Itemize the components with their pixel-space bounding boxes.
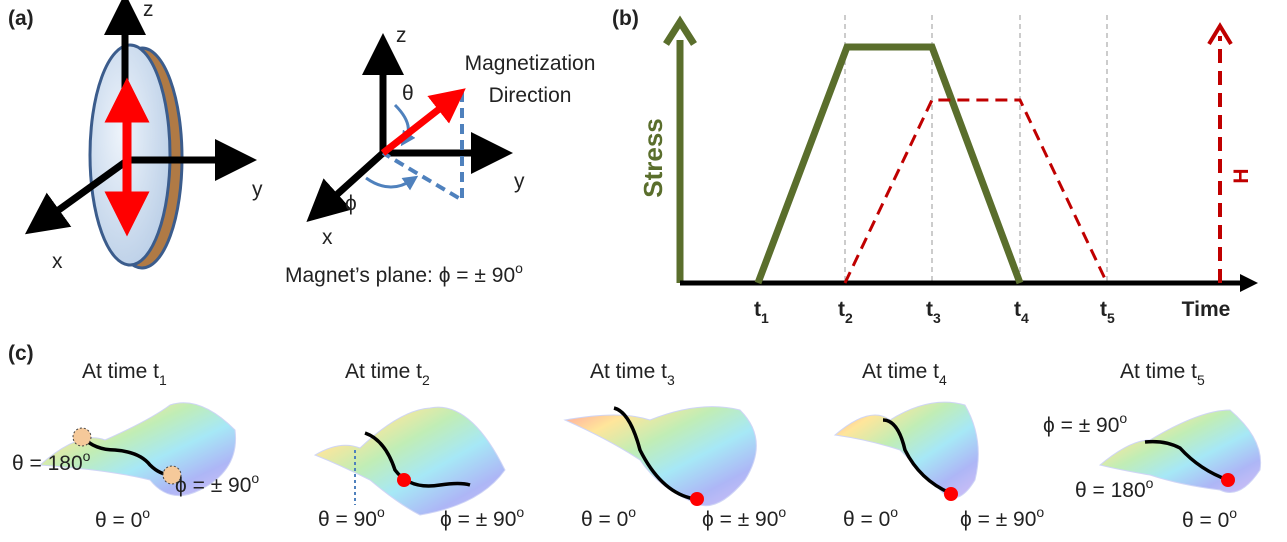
state-dot (73, 428, 91, 446)
angle-label-main: ϕ = ± 90 (960, 508, 1036, 531)
panel-title-sub: 2 (422, 372, 430, 388)
x-axis-label: Time (1182, 298, 1231, 321)
state-dot (944, 487, 958, 501)
panel-title: At time t1 (82, 360, 167, 388)
time-tick: t4 (1014, 298, 1029, 326)
direction-label: Direction (489, 84, 572, 107)
axis-label: z (143, 0, 154, 21)
time-tick: t5 (1100, 298, 1115, 326)
axis-label: x (322, 226, 333, 249)
angle-label-main: ϕ = ± 90 (1043, 414, 1119, 437)
time-tick: t1 (754, 298, 769, 326)
caption-main: Magnet’s plane: ϕ = ± 90 (285, 264, 515, 287)
panel-title-sub: 1 (159, 372, 167, 388)
angle-label: θ = 0o (843, 504, 898, 531)
panel-title-main: At time t (862, 360, 939, 383)
angle-label-main: ϕ = ± 90 (440, 508, 516, 531)
time-tick-sub: 3 (933, 310, 941, 326)
angle-label-main: θ = 0 (843, 508, 890, 531)
angle-label-sup: o (1146, 475, 1154, 491)
time-tick-sub: 2 (845, 310, 853, 326)
stress-plot-drawing (666, 15, 1258, 292)
time-tick-main: t (926, 298, 933, 321)
axis-label: y (252, 178, 263, 201)
angle-label-main: θ = 90 (318, 508, 377, 531)
time-tick: t3 (926, 298, 941, 326)
panel-title-main: At time t (1120, 360, 1197, 383)
panel-label: (c) (8, 342, 34, 365)
angle-label: θ = 0o (95, 505, 150, 532)
angle-label-sup: o (142, 505, 150, 521)
angle-label-sup: o (890, 504, 898, 520)
angle-label-main: θ = 0 (95, 509, 142, 532)
panel-title-main: At time t (82, 360, 159, 383)
time-tick: t2 (838, 298, 853, 326)
panel-label: (b) (612, 7, 639, 30)
angle-label: ϕ = ± 90o (1043, 410, 1127, 437)
panel-title: At time t5 (1120, 360, 1205, 388)
angle-label-sup: o (377, 504, 385, 520)
angle-label-sup: o (516, 504, 524, 520)
panel-title-main: At time t (345, 360, 422, 383)
panel-title: At time t4 (862, 360, 947, 388)
time-tick-main: t (1100, 298, 1107, 321)
caption: Magnet’s plane: ϕ = ± 90o (285, 260, 523, 287)
energy-surface (565, 407, 756, 506)
time-tick-main: t (754, 298, 761, 321)
axis-label: y (514, 170, 525, 193)
angle-label: ϕ = ± 90o (960, 504, 1044, 531)
disk-drawing (42, 14, 236, 268)
angle-label-main: θ = 180 (12, 452, 83, 475)
angle-label-main: θ = 180 (1075, 479, 1146, 502)
angle-label-main: θ = 0 (1182, 509, 1229, 532)
direction-label: Magnetization (465, 52, 596, 75)
panel-title-sub: 4 (939, 372, 947, 388)
angle-label-main: ϕ = ± 90 (702, 508, 778, 531)
axis-label: x (52, 250, 63, 273)
h-label: H (1230, 168, 1253, 183)
panel-title-sub: 5 (1197, 372, 1205, 388)
caption-sup: o (515, 260, 523, 276)
panel-title-main: At time t (590, 360, 667, 383)
angle-label: θ = 180o (12, 448, 91, 475)
angle-label-sup: o (1229, 505, 1237, 521)
panel-title: At time t3 (590, 360, 675, 388)
angle-label: θ = 0o (1182, 505, 1237, 532)
axis-label: z (396, 24, 407, 47)
state-dot (397, 473, 411, 487)
surface (565, 407, 756, 506)
energy-surface (315, 407, 505, 515)
panel-title-sub: 3 (667, 372, 675, 388)
time-tick-sub: 1 (761, 310, 769, 326)
y-axis-label: Stress (638, 118, 668, 198)
panel-title: At time t2 (345, 360, 430, 388)
angle-label-sup: o (778, 504, 786, 520)
angle-label: ϕ = ± 90o (440, 504, 524, 531)
sphere-axes-drawing (322, 54, 492, 208)
angle-label: θ = 90o (318, 504, 385, 531)
panel-label: (a) (8, 7, 34, 30)
time-tick-main: t (1014, 298, 1021, 321)
angle-label-main: ϕ = ± 90 (175, 474, 251, 497)
angle-label: ϕ = ± 90o (702, 504, 786, 531)
angle-label: ϕ (345, 192, 357, 215)
angle-label: θ (402, 82, 414, 105)
angle-label: θ = 0o (581, 504, 636, 531)
angle-label: θ = 180o (1075, 475, 1154, 502)
angle-label-main: θ = 0 (581, 508, 628, 531)
energy-surface (835, 402, 978, 501)
state-dot (690, 492, 704, 506)
time-tick-main: t (838, 298, 845, 321)
angle-label-sup: o (1119, 410, 1127, 426)
angle-label-sup: o (83, 448, 91, 464)
state-dot (1221, 473, 1235, 487)
time-tick-sub: 5 (1107, 310, 1115, 326)
figure: (a) z y x z y x θ ϕ Magnetization Direction Magnet’… (0, 0, 1287, 542)
angle-label-sup: o (628, 504, 636, 520)
surface (315, 407, 505, 515)
angle-label-sup: o (251, 470, 259, 486)
angle-label: ϕ = ± 90o (175, 470, 259, 497)
time-tick-sub: 4 (1021, 310, 1029, 326)
angle-label-sup: o (1036, 504, 1044, 520)
